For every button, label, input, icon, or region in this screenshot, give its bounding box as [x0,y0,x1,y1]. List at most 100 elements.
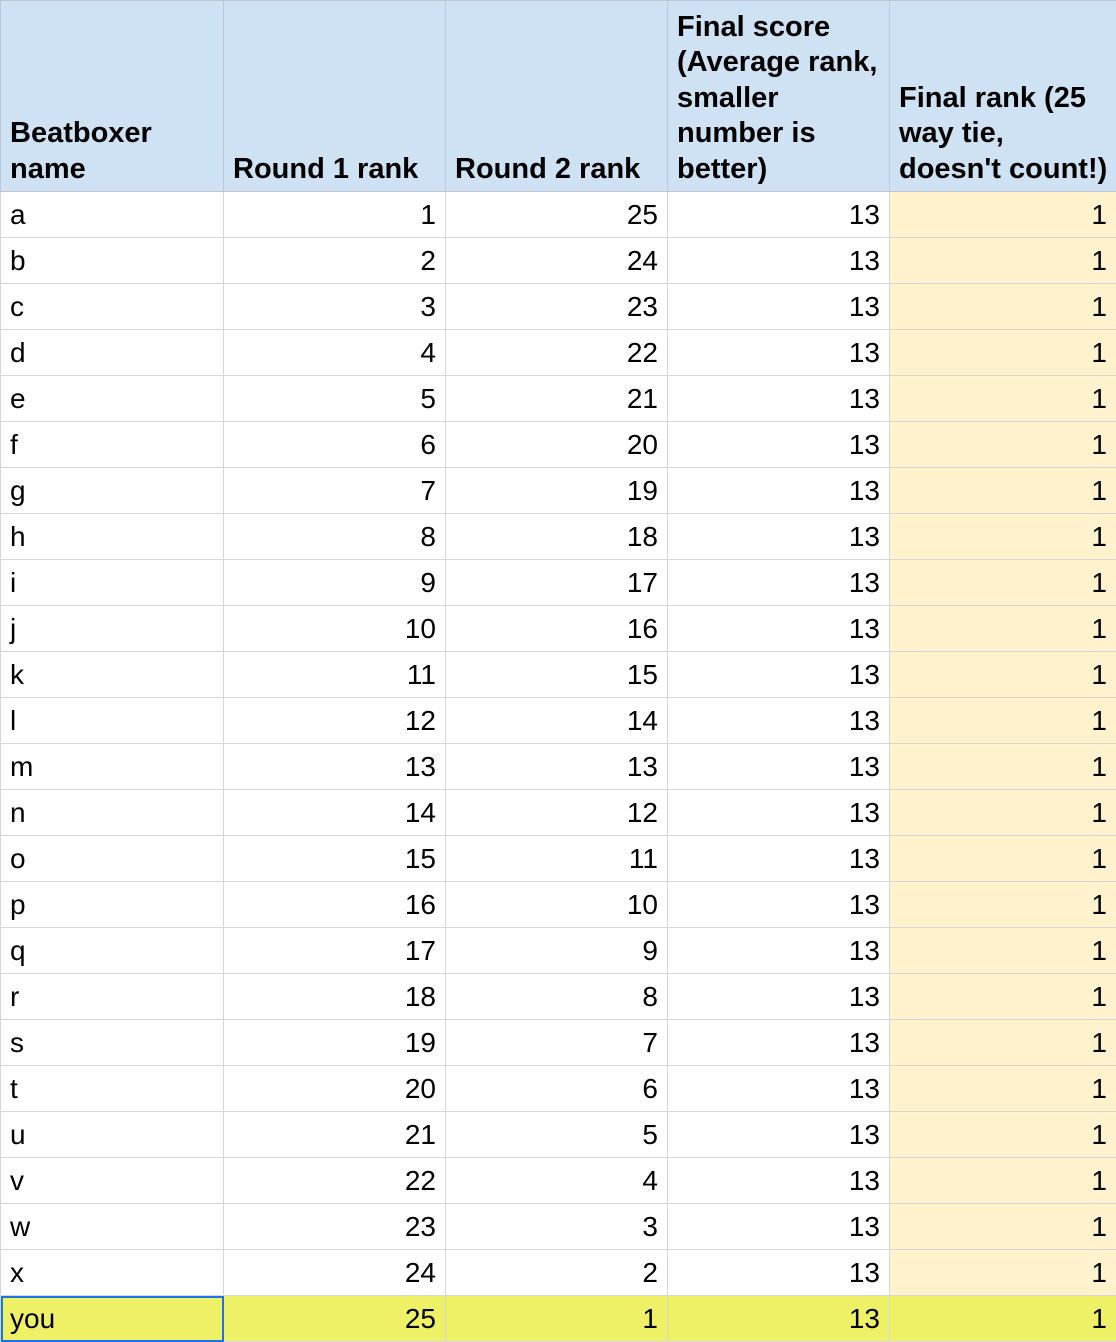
cell-round-2-rank[interactable]: 22 [446,330,668,376]
cell-round-1-rank[interactable]: 10 [224,606,446,652]
cell-final-score[interactable]: 13 [668,928,890,974]
header-beatboxer-name[interactable]: Beatboxer name [1,1,224,192]
cell-round-1-rank[interactable]: 15 [224,836,446,882]
cell-beatboxer-name[interactable]: w [1,1204,224,1250]
cell-beatboxer-name[interactable]: u [1,1112,224,1158]
cell-final-rank[interactable]: 1 [890,1296,1116,1342]
header-round-2-rank[interactable]: Round 2 rank [446,1,668,192]
cell-round-2-rank[interactable]: 11 [446,836,668,882]
cell-final-rank[interactable]: 1 [890,376,1116,422]
cell-beatboxer-name[interactable]: you [1,1296,224,1342]
cell-final-score[interactable]: 13 [668,882,890,928]
cell-final-score[interactable]: 13 [668,1250,890,1296]
cell-beatboxer-name[interactable]: a [1,192,224,238]
cell-final-score[interactable]: 13 [668,790,890,836]
cell-beatboxer-name[interactable]: g [1,468,224,514]
cell-round-1-rank[interactable]: 22 [224,1158,446,1204]
cell-round-2-rank[interactable]: 20 [446,422,668,468]
cell-beatboxer-name[interactable]: p [1,882,224,928]
cell-final-score[interactable]: 13 [668,1296,890,1342]
cell-final-rank[interactable]: 1 [890,790,1116,836]
cell-final-score[interactable]: 13 [668,1158,890,1204]
cell-round-1-rank[interactable]: 18 [224,974,446,1020]
cell-round-2-rank[interactable]: 2 [446,1250,668,1296]
cell-final-rank[interactable]: 1 [890,560,1116,606]
cell-beatboxer-name[interactable]: i [1,560,224,606]
cell-final-score[interactable]: 13 [668,514,890,560]
cell-final-rank[interactable]: 1 [890,1250,1116,1296]
cell-final-score[interactable]: 13 [668,192,890,238]
cell-final-rank[interactable]: 1 [890,882,1116,928]
cell-round-1-rank[interactable]: 19 [224,1020,446,1066]
cell-round-1-rank[interactable]: 25 [224,1296,446,1342]
cell-round-1-rank[interactable]: 16 [224,882,446,928]
cell-round-2-rank[interactable]: 4 [446,1158,668,1204]
cell-final-rank[interactable]: 1 [890,514,1116,560]
cell-round-2-rank[interactable]: 6 [446,1066,668,1112]
cell-final-rank[interactable]: 1 [890,1066,1116,1112]
cell-final-rank[interactable]: 1 [890,744,1116,790]
cell-round-1-rank[interactable]: 9 [224,560,446,606]
cell-beatboxer-name[interactable]: f [1,422,224,468]
cell-round-1-rank[interactable]: 13 [224,744,446,790]
cell-beatboxer-name[interactable]: e [1,376,224,422]
cell-beatboxer-name[interactable]: r [1,974,224,1020]
cell-beatboxer-name[interactable]: h [1,514,224,560]
cell-round-2-rank[interactable]: 5 [446,1112,668,1158]
cell-final-rank[interactable]: 1 [890,238,1116,284]
cell-final-score[interactable]: 13 [668,744,890,790]
cell-final-score[interactable]: 13 [668,560,890,606]
cell-beatboxer-name[interactable]: k [1,652,224,698]
cell-round-2-rank[interactable]: 12 [446,790,668,836]
cell-round-2-rank[interactable]: 23 [446,284,668,330]
cell-round-1-rank[interactable]: 12 [224,698,446,744]
cell-final-score[interactable]: 13 [668,1066,890,1112]
cell-round-2-rank[interactable]: 19 [446,468,668,514]
cell-final-rank[interactable]: 1 [890,652,1116,698]
cell-final-rank[interactable]: 1 [890,928,1116,974]
cell-round-2-rank[interactable]: 18 [446,514,668,560]
cell-final-score[interactable]: 13 [668,974,890,1020]
cell-round-2-rank[interactable]: 24 [446,238,668,284]
cell-beatboxer-name[interactable]: t [1,1066,224,1112]
cell-final-score[interactable]: 13 [668,1204,890,1250]
cell-final-score[interactable]: 13 [668,698,890,744]
cell-final-rank[interactable]: 1 [890,330,1116,376]
cell-round-1-rank[interactable]: 4 [224,330,446,376]
cell-round-2-rank[interactable]: 8 [446,974,668,1020]
cell-final-rank[interactable]: 1 [890,974,1116,1020]
cell-final-score[interactable]: 13 [668,1020,890,1066]
cell-round-2-rank[interactable]: 9 [446,928,668,974]
cell-round-1-rank[interactable]: 3 [224,284,446,330]
cell-round-2-rank[interactable]: 13 [446,744,668,790]
cell-round-1-rank[interactable]: 23 [224,1204,446,1250]
cell-final-rank[interactable]: 1 [890,1020,1116,1066]
cell-round-1-rank[interactable]: 11 [224,652,446,698]
cell-final-score[interactable]: 13 [668,606,890,652]
cell-final-rank[interactable]: 1 [890,836,1116,882]
cell-beatboxer-name[interactable]: d [1,330,224,376]
cell-round-2-rank[interactable]: 17 [446,560,668,606]
cell-beatboxer-name[interactable]: n [1,790,224,836]
cell-beatboxer-name[interactable]: x [1,1250,224,1296]
cell-final-rank[interactable]: 1 [890,698,1116,744]
cell-round-1-rank[interactable]: 21 [224,1112,446,1158]
cell-final-score[interactable]: 13 [668,330,890,376]
cell-round-1-rank[interactable]: 6 [224,422,446,468]
cell-final-score[interactable]: 13 [668,468,890,514]
cell-final-rank[interactable]: 1 [890,1204,1116,1250]
cell-beatboxer-name[interactable]: s [1,1020,224,1066]
cell-beatboxer-name[interactable]: j [1,606,224,652]
cell-round-2-rank[interactable]: 25 [446,192,668,238]
cell-final-rank[interactable]: 1 [890,1158,1116,1204]
header-round-1-rank[interactable]: Round 1 rank [224,1,446,192]
cell-round-1-rank[interactable]: 8 [224,514,446,560]
cell-beatboxer-name[interactable]: m [1,744,224,790]
cell-round-1-rank[interactable]: 5 [224,376,446,422]
cell-round-1-rank[interactable]: 7 [224,468,446,514]
cell-beatboxer-name[interactable]: l [1,698,224,744]
cell-final-rank[interactable]: 1 [890,468,1116,514]
cell-final-score[interactable]: 13 [668,238,890,284]
cell-round-2-rank[interactable]: 21 [446,376,668,422]
header-final-score[interactable]: Final score (Average rank, smaller numbe… [668,1,890,192]
